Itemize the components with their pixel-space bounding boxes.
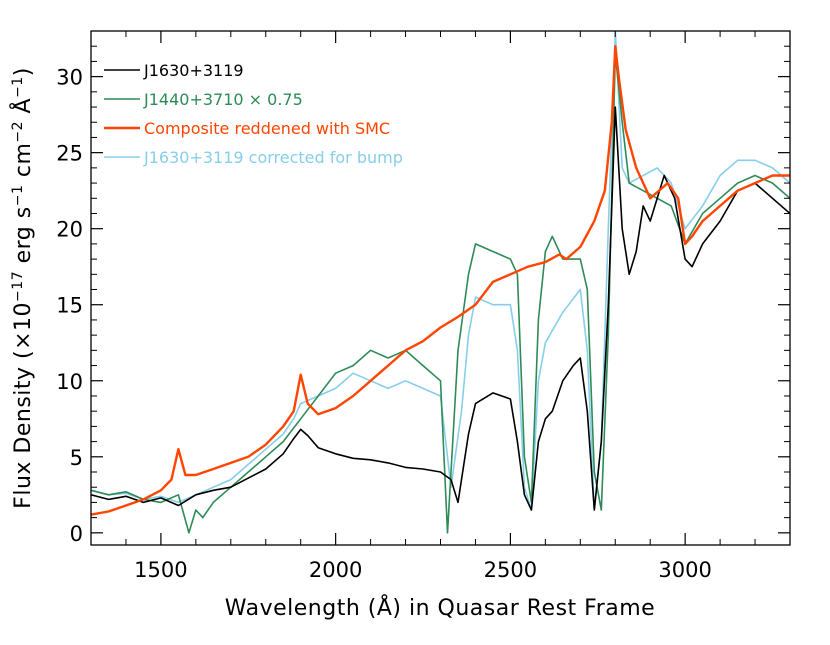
y-tick-label: 30 [56,66,83,90]
y-tick-label: 5 [70,446,83,470]
x-tick-label: 3000 [658,558,711,582]
axis-ticks: 1500 2000 2500 3000 0 5 10 15 20 25 30 [56,31,791,582]
series-line-3 [91,31,790,511]
y-tick-label: 15 [56,294,83,318]
x-tick-label: 2000 [309,558,362,582]
legend: J1630+3119 J1440+3710 × 0.75 Composite red… [104,61,403,167]
x-axis-title: Wavelength (Å) in Quasar Rest Frame [225,594,655,621]
y-tick-label: 25 [56,142,83,166]
legend-label: J1630+3119 corrected for bump [143,148,403,167]
y-axis-title: Flux Density (×10−17 erg s−1 cm−2 Å−1) [9,67,36,509]
legend-label: Composite reddened with SMC [144,119,390,138]
y-tick-label: 20 [56,218,83,242]
legend-label: J1630+3119 [143,61,244,80]
x-tick-label: 2500 [484,558,537,582]
y-tick-label: 0 [70,522,83,546]
series-line-0 [91,106,790,511]
plot-lines [91,31,790,534]
legend-label: J1440+3710 × 0.75 [143,90,303,109]
series-line-1 [91,53,790,534]
y-tick-label: 10 [56,370,83,394]
series-line-2 [91,45,790,516]
x-tick-label: 1500 [134,558,187,582]
